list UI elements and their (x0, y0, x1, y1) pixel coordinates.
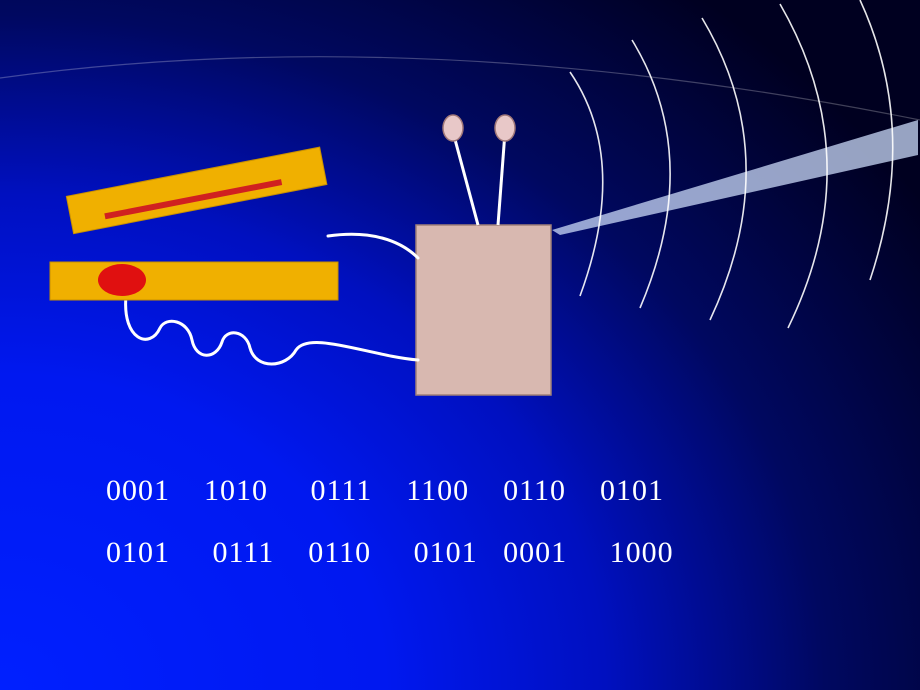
diagram-svg (0, 0, 920, 690)
background-arc (0, 57, 920, 120)
wire-top (328, 234, 418, 258)
transmitter-box (416, 225, 551, 395)
scanner-bottom-bar (50, 262, 338, 300)
antenna-left-line (453, 132, 478, 225)
antenna-right-line (498, 132, 505, 225)
signal-arc (570, 72, 603, 296)
binary-line-1: 0001 1010 0111 1100 0110 0101 (106, 474, 664, 508)
signal-arc (702, 18, 746, 320)
broadcast-beam (552, 120, 918, 235)
binary-line-2: 0101 0111 0110 0101 0001 1000 (106, 536, 674, 570)
scanner-top-bar (66, 147, 327, 234)
antenna-right-tip (495, 115, 515, 141)
wire-bottom (126, 296, 418, 364)
signal-arc (632, 40, 670, 308)
scanner-red-oval (98, 264, 146, 296)
slide-canvas: 0001 1010 0111 1100 0110 0101 0101 0111 … (0, 0, 920, 690)
antenna-left-tip (443, 115, 463, 141)
